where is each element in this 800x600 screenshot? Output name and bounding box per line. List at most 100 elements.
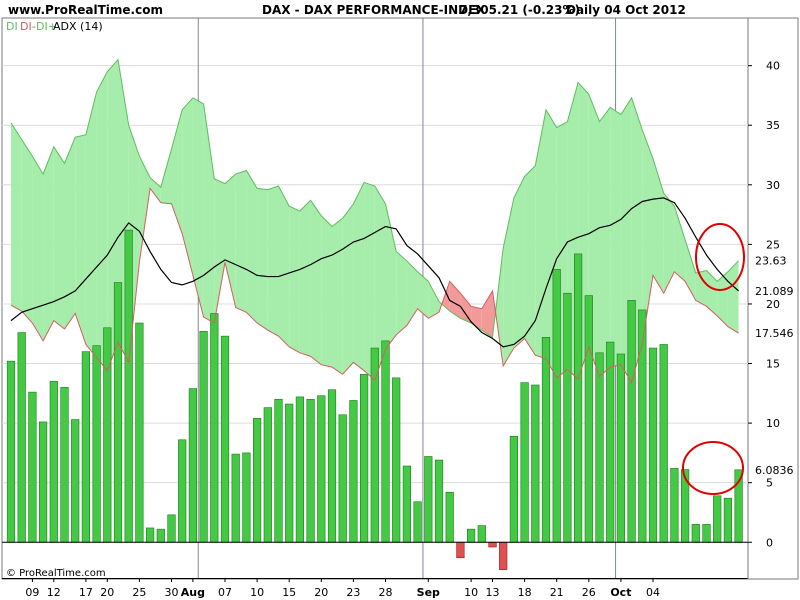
di-bar xyxy=(509,435,519,543)
di-bar xyxy=(392,377,401,543)
fill-segment-up xyxy=(246,170,258,324)
instrument-title: DAX - DAX PERFORMANCE-INDEX xyxy=(262,3,486,17)
fill-segment-up xyxy=(299,200,311,357)
di-bar xyxy=(402,465,412,543)
fill-segment-up xyxy=(321,215,332,368)
di-bar xyxy=(541,337,551,543)
x-tick-label: 25 xyxy=(132,586,146,599)
last-value-label: 23.63 xyxy=(755,255,787,268)
di-bar xyxy=(253,418,262,543)
fill-segment-up xyxy=(11,122,22,312)
di-bar xyxy=(49,381,58,543)
y-tick-label: 5 xyxy=(766,477,773,490)
di-bar xyxy=(167,514,176,543)
fill-segment-up xyxy=(674,206,686,282)
x-tick-label: 09 xyxy=(25,586,39,599)
di-bar xyxy=(499,541,508,570)
fill-segment-up xyxy=(182,97,193,276)
last-value-bg xyxy=(752,253,796,268)
indicator-lines xyxy=(10,58,740,384)
x-tick-label: 21 xyxy=(550,586,564,599)
di-bar xyxy=(17,332,26,543)
fill-segment-up xyxy=(653,158,664,294)
fill-segment-up xyxy=(53,146,65,329)
di-minus-line xyxy=(10,187,739,384)
di-bar xyxy=(263,407,272,543)
y-axis-ticks: 0 5 10 15 20 25 30 35 40 xyxy=(748,60,780,549)
fill-segment-up xyxy=(214,178,225,324)
di-bar xyxy=(531,384,540,543)
fill-segment-up xyxy=(717,271,728,327)
x-tick-label: 04 xyxy=(646,586,660,599)
x-tick-label: 20 xyxy=(100,586,114,599)
di-bar xyxy=(199,331,208,543)
fill-segment-down xyxy=(481,290,493,338)
x-axis-ticks: 09 12 17 20 25 30 Aug 07 10 15 20 23 28 Sep 10 13 18 21 26… xyxy=(25,578,660,599)
di-bar xyxy=(327,389,337,543)
legend: DI DI- DI+ ADX (14) xyxy=(6,20,103,33)
last-value-bg xyxy=(752,462,796,477)
fill-segment-cross-b xyxy=(495,247,504,366)
last-value-label: 17.546 xyxy=(755,327,794,340)
di-bar xyxy=(627,300,636,543)
x-tick-label: 07 xyxy=(218,586,232,599)
fill-segment-up xyxy=(85,91,97,358)
fill-segment-up xyxy=(599,107,611,377)
annotation-circle-top xyxy=(695,223,745,291)
copyright-credit: © ProRealTime.com xyxy=(6,568,106,579)
y-tick-label: 20 xyxy=(766,298,780,311)
di-bar xyxy=(188,388,198,543)
di-bar xyxy=(103,327,112,543)
fill-segment-up xyxy=(192,97,204,318)
fill-segment-up xyxy=(203,103,215,324)
fill-segment-up xyxy=(396,251,407,335)
di-bar xyxy=(670,468,679,543)
di-bar xyxy=(434,459,444,543)
di-bar xyxy=(584,295,593,543)
di-bar xyxy=(713,495,722,543)
legend-di: DI xyxy=(6,20,18,33)
x-tick-label: 13 xyxy=(486,586,500,599)
last-value-labels: 23.63 21.089 17.546 6.0836 xyxy=(752,253,796,477)
di-bar xyxy=(691,524,700,543)
di-bar xyxy=(124,229,133,543)
y-axis-panel xyxy=(747,17,799,580)
period-label: Daily 04 Oct 2012 xyxy=(566,3,686,17)
di-bar xyxy=(81,351,90,543)
fill-segment-up xyxy=(406,261,418,326)
legend-adx: ADX (14) xyxy=(53,20,103,33)
fill-segment-up xyxy=(160,149,172,204)
site-name[interactable]: www.ProRealTime.com xyxy=(8,3,163,17)
di-bar xyxy=(488,541,497,548)
fill-segment-up xyxy=(695,270,707,307)
di-bar xyxy=(702,524,711,543)
di-plus-line xyxy=(10,58,739,339)
x-tick-label: 10 xyxy=(250,586,264,599)
x-tick-label: Oct xyxy=(610,586,631,599)
di-bar xyxy=(723,497,732,543)
fill-segment-up xyxy=(374,186,386,381)
fill-segment-up xyxy=(267,186,279,337)
di-bar xyxy=(595,352,604,543)
di-bar xyxy=(424,456,433,543)
x-tick-label: Sep xyxy=(417,586,440,599)
x-tick-label: 20 xyxy=(314,586,328,599)
fill-segment-up xyxy=(289,206,300,353)
di-bar xyxy=(573,253,583,543)
fill-segment-up xyxy=(225,174,236,308)
di-bar xyxy=(349,400,358,543)
x-tick-label: 18 xyxy=(518,586,532,599)
y-tick-label: 35 xyxy=(766,119,780,132)
fill-segment-up xyxy=(64,137,76,329)
fill-segment-up xyxy=(706,270,718,316)
fill-segment-up xyxy=(332,218,343,375)
fill-segment-up xyxy=(364,182,375,381)
y-tick-label: 0 xyxy=(766,536,773,549)
fill-segment-down xyxy=(460,293,472,324)
fill-segment-up xyxy=(503,197,514,366)
last-value-label: 21.089 xyxy=(755,285,794,298)
di-bar xyxy=(60,387,69,543)
fill-segment-up xyxy=(610,107,621,368)
